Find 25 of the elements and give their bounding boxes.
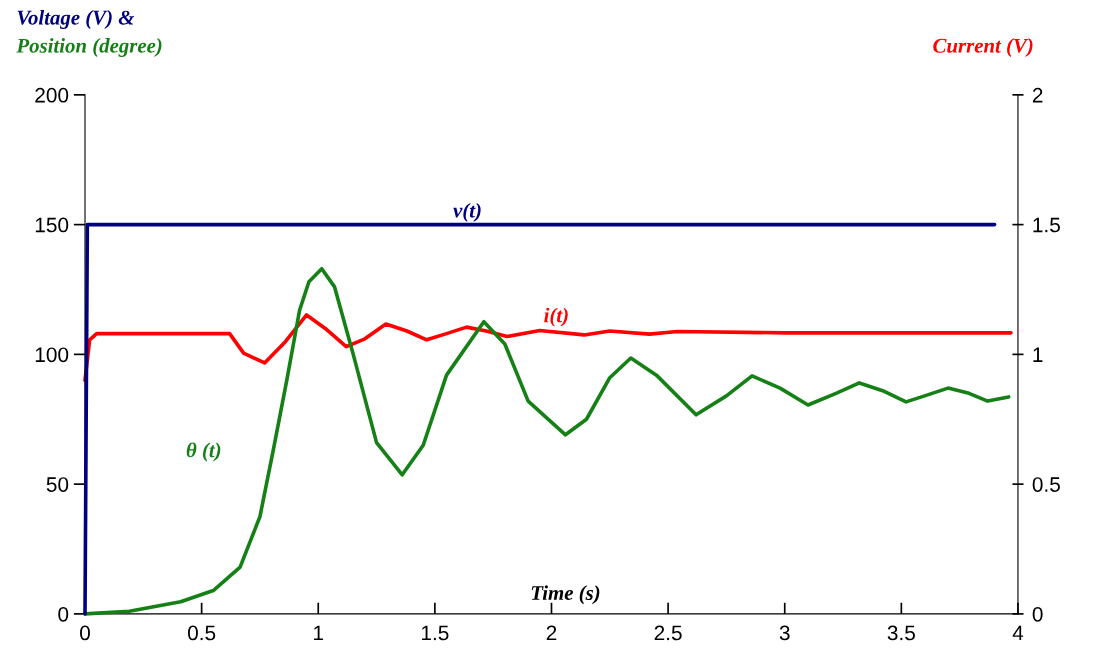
y2-tick-label: 0 xyxy=(1032,606,1043,622)
y2-axis-title: Current (V) xyxy=(933,38,1033,57)
x-tick-label: 2 xyxy=(546,625,557,641)
y-tick-label: 0 xyxy=(58,606,69,622)
series-label: v(t) xyxy=(453,202,481,222)
x-tick-label: 3.5 xyxy=(887,625,915,641)
x-tick-label: 0 xyxy=(80,625,90,641)
y2-tick-label: 1 xyxy=(1033,347,1043,362)
x-axis-title: Time (s) xyxy=(531,585,600,605)
y-tick-label: 200 xyxy=(35,87,69,103)
x-tick-label: 3 xyxy=(779,625,790,641)
text: θ (t) xyxy=(186,442,221,462)
y-tick-label: 150 xyxy=(35,217,69,233)
y2-tick-label: 0.5 xyxy=(1032,477,1060,492)
x-tick-label: 1 xyxy=(314,625,324,641)
x-tick-label: 1.5 xyxy=(421,625,449,641)
x-tick-label: 0.5 xyxy=(187,625,216,641)
x-tick-label: 4 xyxy=(1012,625,1024,641)
y-axis-title: Voltage (V) & Position (degree) xyxy=(16,10,162,57)
x-tick-label: 2.5 xyxy=(654,625,682,641)
y-tick-label: 50 xyxy=(46,477,69,492)
y-tick-label: 100 xyxy=(35,347,69,363)
series-label: i(t) xyxy=(544,307,568,327)
y2-tick-label: 2 xyxy=(1032,87,1043,103)
y2-tick-label: 1.5 xyxy=(1033,217,1060,233)
